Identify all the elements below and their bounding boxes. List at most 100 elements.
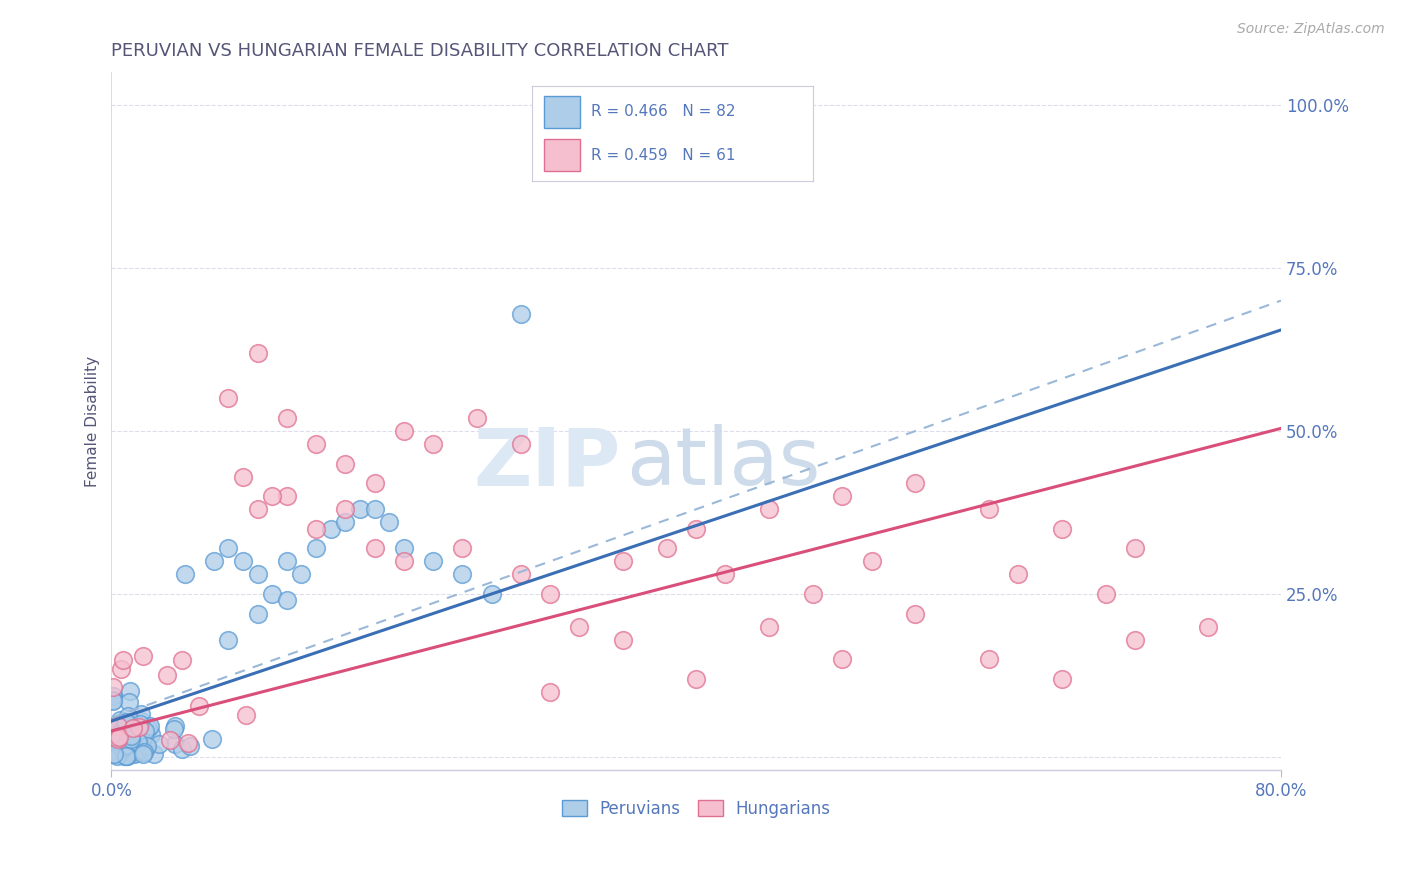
Point bbox=[163, 722, 186, 736]
Point bbox=[276, 489, 298, 503]
Text: ZIP: ZIP bbox=[472, 424, 620, 502]
Point bbox=[141, 727, 163, 741]
Point bbox=[977, 502, 1000, 516]
Point bbox=[134, 743, 156, 757]
Point bbox=[235, 707, 257, 722]
Point bbox=[392, 541, 415, 556]
Point bbox=[115, 748, 138, 763]
Point bbox=[378, 515, 401, 529]
Point bbox=[136, 739, 159, 754]
Point bbox=[103, 747, 125, 762]
Point bbox=[131, 714, 153, 728]
Point bbox=[1197, 619, 1219, 633]
Point bbox=[117, 732, 139, 747]
Point bbox=[110, 723, 132, 738]
Text: atlas: atlas bbox=[626, 424, 820, 502]
Point bbox=[117, 728, 139, 742]
Point bbox=[148, 737, 170, 751]
Point bbox=[1094, 587, 1116, 601]
Point bbox=[217, 392, 239, 406]
Point bbox=[179, 739, 201, 754]
Point bbox=[831, 652, 853, 666]
Point bbox=[112, 739, 135, 753]
Point bbox=[170, 742, 193, 756]
Point bbox=[392, 554, 415, 568]
Point bbox=[451, 567, 474, 582]
Point bbox=[156, 667, 179, 681]
Point bbox=[685, 522, 707, 536]
Legend: Peruvians, Hungarians: Peruvians, Hungarians bbox=[555, 793, 838, 824]
Point bbox=[177, 736, 200, 750]
Point bbox=[335, 457, 357, 471]
Point bbox=[363, 502, 385, 516]
Point bbox=[124, 747, 146, 761]
Point bbox=[246, 607, 269, 621]
Point bbox=[132, 745, 155, 759]
Point bbox=[112, 744, 135, 758]
Point bbox=[276, 554, 298, 568]
Point bbox=[612, 554, 634, 568]
Point bbox=[904, 476, 927, 491]
Point bbox=[103, 689, 125, 703]
Point bbox=[422, 554, 444, 568]
Point bbox=[801, 587, 824, 601]
Point bbox=[172, 653, 194, 667]
Point bbox=[714, 567, 737, 582]
Text: PERUVIAN VS HUNGARIAN FEMALE DISABILITY CORRELATION CHART: PERUVIAN VS HUNGARIAN FEMALE DISABILITY … bbox=[111, 42, 728, 60]
Point bbox=[246, 502, 269, 516]
Point bbox=[101, 680, 124, 694]
Point bbox=[173, 567, 195, 582]
Point bbox=[118, 684, 141, 698]
Point bbox=[188, 699, 211, 714]
Point bbox=[232, 554, 254, 568]
Point bbox=[117, 741, 139, 756]
Point bbox=[758, 502, 780, 516]
Point bbox=[1050, 522, 1073, 536]
Point bbox=[101, 743, 124, 757]
Point bbox=[481, 587, 503, 601]
Point bbox=[110, 725, 132, 739]
Point bbox=[103, 693, 125, 707]
Point bbox=[117, 748, 139, 763]
Point bbox=[758, 619, 780, 633]
Point bbox=[112, 749, 135, 764]
Point bbox=[290, 567, 312, 582]
Point bbox=[112, 743, 135, 757]
Point bbox=[121, 721, 143, 735]
Point bbox=[114, 716, 136, 731]
Point bbox=[115, 748, 138, 763]
Point bbox=[108, 729, 131, 743]
Point bbox=[392, 424, 415, 438]
Point bbox=[509, 307, 531, 321]
Point bbox=[107, 747, 129, 761]
Point bbox=[217, 541, 239, 556]
Point bbox=[103, 738, 125, 752]
Point bbox=[143, 747, 166, 762]
Point bbox=[163, 737, 186, 751]
Point bbox=[202, 554, 225, 568]
Point bbox=[114, 715, 136, 730]
Point bbox=[335, 515, 357, 529]
Point bbox=[1007, 567, 1029, 582]
Point bbox=[127, 735, 149, 749]
Point bbox=[232, 469, 254, 483]
Point bbox=[129, 707, 152, 722]
Point bbox=[120, 729, 142, 743]
Point bbox=[509, 437, 531, 451]
Point bbox=[104, 735, 127, 749]
Point bbox=[1123, 541, 1146, 556]
Point bbox=[422, 437, 444, 451]
Point bbox=[465, 411, 488, 425]
Point bbox=[120, 731, 142, 746]
Point bbox=[128, 717, 150, 731]
Point bbox=[1123, 632, 1146, 647]
Point bbox=[139, 719, 162, 733]
Point bbox=[363, 541, 385, 556]
Point bbox=[107, 719, 129, 733]
Point bbox=[612, 632, 634, 647]
Point bbox=[276, 593, 298, 607]
Point bbox=[246, 345, 269, 359]
Point bbox=[262, 587, 284, 601]
Point bbox=[121, 745, 143, 759]
Point bbox=[134, 724, 156, 739]
